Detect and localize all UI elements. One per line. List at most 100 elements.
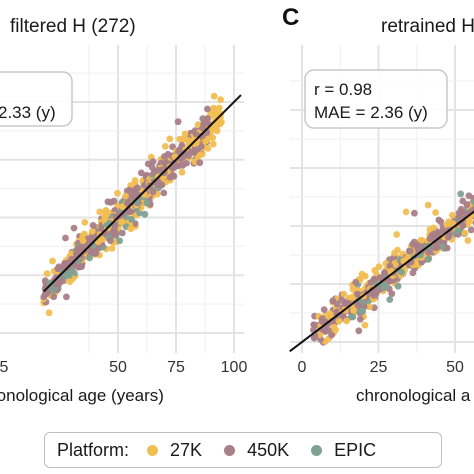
data-point-27k (402, 208, 410, 216)
data-point-27k (101, 213, 108, 221)
data-point-27k (166, 135, 174, 143)
panel-left: filtered H (272) 5 50 75 100 ronological ag… (0, 16, 247, 405)
data-point-27k (117, 218, 125, 226)
data-point-450k (62, 234, 69, 242)
data-point-450k (70, 224, 78, 232)
legend-item-27k: 27K (147, 440, 202, 461)
data-point-450k (465, 192, 473, 200)
panel-left-annotation-box (0, 71, 73, 127)
panel-right-annotation-r: r = 0.98 (314, 80, 372, 99)
data-point-27k (66, 278, 74, 285)
data-point-epic (457, 190, 465, 198)
data-point-450k (137, 169, 145, 177)
legend: Platform: 27K 450K EPIC (44, 432, 442, 468)
data-point-epic (386, 296, 394, 303)
panel-left-identity-line (43, 94, 242, 293)
data-point-27k (102, 207, 110, 215)
data-point-27k (432, 209, 439, 216)
panel-right-letter: C (282, 4, 299, 31)
x-tick-label: 25 (370, 359, 388, 376)
panel-right-x-ticks: 0 25 50 (298, 359, 464, 376)
data-point-450k (333, 300, 341, 308)
data-point-27k (186, 137, 194, 145)
data-point-epic (128, 216, 136, 223)
data-point-450k (148, 163, 156, 171)
data-point-450k (320, 306, 328, 313)
data-point-epic (116, 237, 123, 245)
panel-right-annotation-mae: MAE = 2.36 (y) (314, 103, 428, 122)
data-point-27k (45, 309, 53, 317)
data-point-27k (216, 120, 224, 128)
data-point-450k (197, 143, 205, 150)
panel-right-annotation: r = 0.98 MAE = 2.36 (y) (304, 69, 448, 129)
data-point-epic (349, 313, 357, 321)
data-point-450k (407, 247, 414, 255)
data-point-epic (471, 199, 474, 206)
data-point-450k (111, 231, 119, 239)
data-point-27k (449, 211, 456, 219)
data-point-27k (358, 270, 366, 278)
data-point-450k (381, 269, 388, 276)
data-point-27k (345, 294, 353, 302)
data-point-epic (382, 282, 389, 290)
data-point-epic (454, 227, 462, 235)
data-point-450k (370, 289, 378, 297)
data-point-450k (204, 105, 211, 113)
data-point-450k (157, 159, 165, 167)
data-point-450k (52, 280, 60, 288)
panel-right-annotation-box (304, 69, 448, 129)
data-point-450k (455, 209, 463, 217)
data-point-27k (361, 321, 369, 329)
x-tick-label: 50 (446, 359, 464, 376)
data-point-450k (445, 233, 452, 241)
data-point-27k (343, 317, 350, 325)
data-point-27k (161, 143, 169, 150)
data-point-450k (341, 300, 349, 308)
data-point-450k (354, 301, 362, 309)
data-point-27k (181, 130, 189, 138)
data-point-27k (178, 168, 186, 176)
data-point-450k (199, 124, 207, 132)
data-point-27k (461, 229, 469, 237)
data-point-27k (350, 307, 357, 314)
panel-left-points (40, 92, 225, 317)
data-point-450k (179, 162, 187, 169)
data-point-450k (42, 290, 50, 298)
data-point-epic (355, 307, 363, 315)
panel-left-annotation: 2.33 (y) (0, 71, 73, 127)
x-tick-label: 5 (0, 359, 9, 376)
panel-left-x-axis-label: ronological age (years) (0, 386, 164, 405)
data-point-27k (316, 331, 324, 338)
legend-title: Platform: (57, 439, 130, 460)
legend-item-450k: 450K (224, 440, 289, 461)
data-point-450k (54, 265, 62, 273)
data-point-450k (164, 150, 172, 158)
data-point-27k (209, 140, 217, 148)
panel-right-grid (290, 45, 474, 353)
x-tick-label: 100 (221, 359, 248, 376)
data-point-450k (158, 181, 165, 189)
panel-right: C retrained H 0 25 50 chronological a r = … (282, 4, 474, 405)
data-point-450k (169, 165, 177, 172)
data-point-450k (204, 115, 212, 122)
data-point-450k (318, 318, 326, 325)
data-point-27k (176, 135, 184, 143)
panel-left-title: filtered H (272) (10, 16, 136, 37)
panel-left-annotation-mae: 2.33 (y) (0, 103, 56, 122)
data-point-450k (367, 279, 375, 286)
data-point-27k (131, 177, 139, 184)
data-point-27k (89, 228, 96, 235)
legend-swatch-epic (311, 444, 323, 456)
data-point-epic (143, 199, 151, 207)
panel-right-identity-line (289, 210, 474, 353)
data-point-27k (81, 219, 89, 226)
data-point-27k (43, 270, 51, 277)
data-point-450k (459, 222, 467, 229)
data-point-450k (125, 186, 133, 194)
data-point-27k (430, 224, 437, 232)
data-point-27k (335, 317, 343, 325)
data-point-27k (375, 263, 383, 271)
data-point-27k (204, 144, 212, 152)
data-point-epic (424, 255, 432, 263)
